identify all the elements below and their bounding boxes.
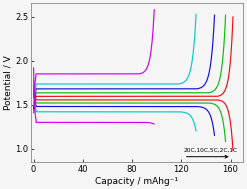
Text: 20C,10C,5C,2C,1C: 20C,10C,5C,2C,1C — [184, 148, 238, 153]
X-axis label: Capacity / mAhg⁻¹: Capacity / mAhg⁻¹ — [95, 177, 179, 186]
Y-axis label: Potential / V: Potential / V — [3, 55, 12, 110]
